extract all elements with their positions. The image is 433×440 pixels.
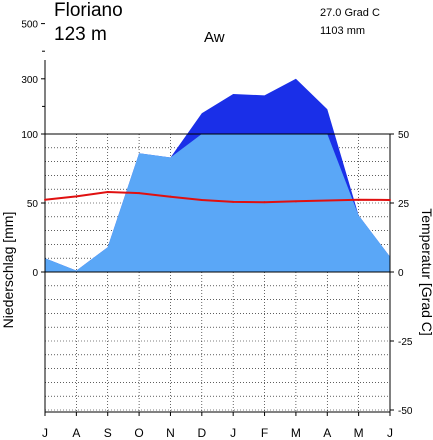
month-label: F <box>261 426 268 440</box>
climate-classification: Aw <box>204 29 225 46</box>
month-label: M <box>354 426 364 440</box>
precipitation-area <box>45 134 390 272</box>
left-tick-label: 100 <box>21 130 38 141</box>
precipitation-areas <box>45 78 390 272</box>
month-label: M <box>291 426 301 440</box>
plot-frame <box>44 60 391 413</box>
temperature-axis-label: Temperatur [Grad C] <box>419 208 433 336</box>
right-tick-label: -25 <box>398 337 413 348</box>
temperature-point <box>326 199 329 202</box>
precipitation-axis-label: Niederschlag [mm] <box>0 212 16 329</box>
temperature-point <box>44 198 46 201</box>
annual-precipitation: 1103 mm <box>320 25 365 37</box>
temperature-point <box>169 195 172 198</box>
temperature-point <box>200 198 203 201</box>
temperature-point <box>389 198 391 201</box>
temperature-point <box>294 200 297 203</box>
temperature-point <box>232 200 235 203</box>
temperature-series <box>44 190 391 204</box>
temperature-point <box>357 198 360 201</box>
right-tick-label: 50 <box>398 130 410 141</box>
right-tick-label: -50 <box>398 406 413 417</box>
left-tick-label: 50 <box>27 199 39 210</box>
month-label: J <box>230 426 236 440</box>
temperature-line <box>44 190 391 204</box>
month-label: D <box>197 426 206 440</box>
right-tick-label: 25 <box>398 199 410 210</box>
month-label: J <box>42 426 48 440</box>
month-label: A <box>72 426 80 440</box>
right-tick-label: 0 <box>398 268 404 279</box>
grid-lines <box>45 133 390 412</box>
station-name: Floriano <box>54 0 123 21</box>
left-tick-label: 0 <box>32 268 38 279</box>
temperature-point <box>263 201 266 204</box>
month-label: J <box>387 426 393 440</box>
month-label: N <box>166 426 175 440</box>
left-tick-label: 500 <box>21 20 38 31</box>
axis-ticks: 0 50 100 300 500 50 25 0 -25 -50 J A S O N D J F M A M J <box>21 20 413 440</box>
mean-temperature: 27.0 Grad C <box>320 7 380 19</box>
temperature-point <box>106 190 109 193</box>
station-elevation: 123 m <box>54 24 107 45</box>
month-label: A <box>323 426 331 440</box>
left-tick-label: 300 <box>21 75 38 86</box>
temperature-point <box>75 195 78 198</box>
temperature-point <box>138 192 141 195</box>
month-label: O <box>134 426 143 440</box>
month-label: S <box>104 426 112 440</box>
